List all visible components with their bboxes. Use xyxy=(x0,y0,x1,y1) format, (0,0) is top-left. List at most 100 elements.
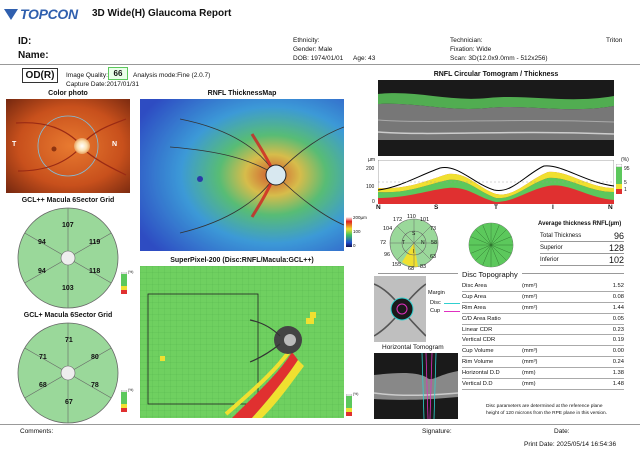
disc-param-row: Linear CDR 0.23 xyxy=(462,325,624,336)
disc-note-line1: Disc parameters are determined at the re… xyxy=(486,404,603,409)
thickness-unit: µm xyxy=(368,157,376,163)
margin-label: Margin xyxy=(428,290,445,296)
gcl-pp-superior: 107 xyxy=(62,222,74,229)
gcl-p-inf-nasal: 78 xyxy=(91,382,99,389)
map-scale-top: 200µm xyxy=(353,215,367,220)
signature-label: Signature: xyxy=(422,428,452,435)
cup-line-swatch xyxy=(444,311,460,312)
plot-x-label-i: I xyxy=(552,204,554,211)
disc-topo-rule-right xyxy=(522,273,624,274)
gcl-p-inferior: 67 xyxy=(65,399,73,406)
gcl-p-title: GCL+ Macula 6Sector Grid xyxy=(23,312,113,319)
topcon-logo: TOPCON xyxy=(4,6,78,22)
gcl-p-sector-grid xyxy=(17,322,119,424)
scan-value: Scan: 3D(12.0x9.0mm - 512x256) xyxy=(450,55,548,62)
disc-note-line2: height of 120 microns from the RPE plane… xyxy=(486,411,608,416)
superpixel-title: SuperPixel-200 (Disc:RNFL/Macula:GCL++) xyxy=(170,257,314,264)
superpixel-map xyxy=(140,266,344,418)
clock-4: 58 xyxy=(431,240,438,246)
gender-value: Gender: Male xyxy=(293,46,333,53)
disc-param-row: Rim Volume (mm³) 0.24 xyxy=(462,357,624,369)
thickness-y200: 200 xyxy=(366,166,375,172)
disc-param-row: Cup Volume (mm³) 0.00 xyxy=(462,346,624,358)
avg-row-superior: Superior 128 xyxy=(540,242,624,254)
clock-10: 72 xyxy=(380,240,387,246)
disc-line-swatch xyxy=(444,303,460,304)
gcl-p-sup-nasal: 80 xyxy=(91,354,99,361)
thickness-legend-unit: (%) xyxy=(621,157,629,163)
gcl-p-sup-temporal: 71 xyxy=(39,354,47,361)
gcl-pp-sup-temporal: 94 xyxy=(38,239,46,246)
horizontal-tomo-title: Horizontal Tomogram xyxy=(382,344,444,351)
disc-topography-image xyxy=(374,276,426,342)
clock-1: 110 xyxy=(407,214,416,220)
print-date: Print Date: 2025/05/14 16:54:36 xyxy=(524,441,617,448)
gcl-p-superior: 71 xyxy=(65,337,73,344)
disc-param-row: Vertical D.D (mm) 1.48 xyxy=(462,379,624,390)
color-photo-title: Color photo xyxy=(48,90,88,97)
thickness-legend-95: 95 xyxy=(624,166,630,172)
gcl-pp-inf-nasal: 118 xyxy=(89,268,101,275)
quadrant-s: S xyxy=(412,231,416,237)
clock-7: 68 xyxy=(408,266,415,272)
analysis-mode: Analysis mode:Fine (2.0.7) xyxy=(133,72,211,79)
fundus-t-label: T xyxy=(12,141,17,148)
disc-param-row: Disc Area (mm²) 1.52 xyxy=(462,281,624,292)
age-value: Age: 43 xyxy=(353,55,376,62)
circular-tomogram xyxy=(378,80,614,156)
gcl-pp-legend xyxy=(121,272,127,294)
gcl-p-legend-unit: (%) xyxy=(128,388,134,392)
color-fundus-photo xyxy=(6,99,130,193)
clock-3: 73 xyxy=(430,226,437,232)
disc-param-row: C/D Area Ratio 0.05 xyxy=(462,314,624,325)
clock-5: 63 xyxy=(430,254,437,260)
superpixel-legend xyxy=(346,394,352,416)
disc-topo-title: Disc Topography xyxy=(462,270,518,279)
gcl-pp-title: GCL++ Macula 6Sector Grid xyxy=(21,197,115,204)
fundus-n-label: N xyxy=(112,141,118,148)
thickness-y0: 0 xyxy=(372,199,375,205)
map-scale-bottom: 0 xyxy=(353,243,356,248)
plot-x-label-s: S xyxy=(434,204,439,211)
thickness-legend-1: 1 xyxy=(624,187,627,193)
map-scale-mid: 100 xyxy=(353,229,361,234)
plot-x-label-n2: N xyxy=(608,204,613,211)
ethnicity-label: Ethnicity: xyxy=(293,37,320,44)
footer-rule xyxy=(0,424,640,425)
clock-12: 172 xyxy=(393,217,403,223)
disc-param-row: Cup Area (mm²) 0.08 xyxy=(462,292,624,303)
clock-11: 104 xyxy=(383,226,393,232)
date-label: Date: xyxy=(554,428,570,435)
id-label: ID: xyxy=(18,36,32,47)
thickness-legend xyxy=(616,164,622,194)
header-rule xyxy=(0,64,640,65)
dob-value: DOB: 1974/01/01 xyxy=(293,55,344,62)
gcl-p-legend xyxy=(121,390,127,412)
quadrant-n: N xyxy=(421,240,425,246)
thickness-legend-5: 5 xyxy=(624,180,627,186)
plot-x-label-n1: N xyxy=(376,204,381,211)
disc-label: Disc xyxy=(430,300,441,306)
gcl-pp-inf-temporal: 94 xyxy=(38,268,46,275)
disc-param-row: Vertical CDR 0.19 xyxy=(462,335,624,347)
cup-label: Cup xyxy=(430,308,441,314)
disc-param-row: Rim Area (mm²) 1.44 xyxy=(462,303,624,314)
superpixel-legend-unit: (%) xyxy=(353,392,359,396)
plot-x-label-t: T xyxy=(494,204,498,211)
logo-mark-icon xyxy=(4,8,18,20)
avg-row-inferior: Inferior 102 xyxy=(540,254,624,266)
rnfl-map-title: RNFL ThicknessMap xyxy=(207,90,277,97)
report-title: 3D Wide(H) Glaucoma Report xyxy=(92,8,232,19)
clock-9: 96 xyxy=(384,252,391,258)
name-label: Name: xyxy=(18,50,49,61)
gcl-pp-inferior: 103 xyxy=(62,285,74,292)
rnfl-thickness-map xyxy=(140,99,344,251)
quadrant-t: T xyxy=(402,240,406,246)
clock-8: 155 xyxy=(392,262,402,268)
avg-thickness-title: Average thickness RNFL(µm) xyxy=(538,221,622,227)
thickness-y100: 100 xyxy=(366,184,375,190)
technician-label: Technician: xyxy=(450,37,483,44)
avg-thickness-table: Total Thickness 96 Superior 128 Inferior… xyxy=(540,230,624,266)
image-quality-label: Image Quality: xyxy=(66,72,108,79)
clock-6: 83 xyxy=(420,264,427,270)
